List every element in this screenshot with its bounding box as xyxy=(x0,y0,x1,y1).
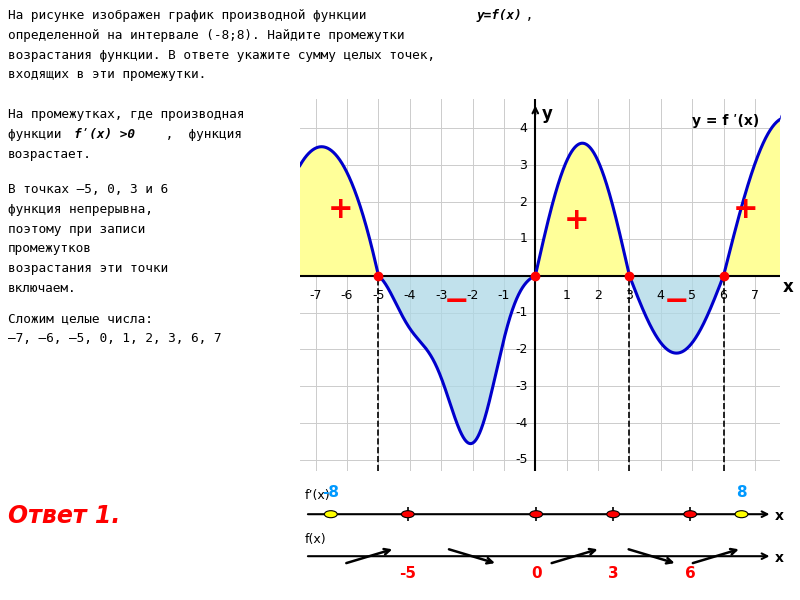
Text: -1: -1 xyxy=(515,306,527,319)
Text: -5: -5 xyxy=(515,454,527,466)
Text: На рисунке изображен график производной функции: На рисунке изображен график производной … xyxy=(8,9,382,22)
Text: ,: , xyxy=(518,9,534,22)
Text: -2: -2 xyxy=(466,289,478,302)
Text: -7: -7 xyxy=(310,289,322,302)
Text: -5: -5 xyxy=(372,289,385,302)
Text: -6: -6 xyxy=(341,289,354,302)
Text: 0: 0 xyxy=(531,566,542,581)
Text: fʹ(x) >0: fʹ(x) >0 xyxy=(74,128,135,141)
Text: включаем.: включаем. xyxy=(8,282,77,295)
Text: -4: -4 xyxy=(515,416,527,430)
Circle shape xyxy=(530,511,542,518)
Text: возрастает.: возрастает. xyxy=(8,148,92,161)
Circle shape xyxy=(606,511,619,518)
Text: x: x xyxy=(783,278,794,296)
Text: 5: 5 xyxy=(688,289,696,302)
Text: 2: 2 xyxy=(594,289,602,302)
Circle shape xyxy=(324,511,338,518)
Text: f’(x): f’(x) xyxy=(305,488,330,502)
Text: На промежутках, где производная: На промежутках, где производная xyxy=(8,108,244,121)
Text: 8: 8 xyxy=(736,485,747,500)
Text: +: + xyxy=(563,206,589,235)
Circle shape xyxy=(402,511,414,518)
Text: x: x xyxy=(775,509,784,523)
Text: входящих в эти промежутки.: входящих в эти промежутки. xyxy=(8,68,206,82)
Text: -3: -3 xyxy=(515,380,527,393)
Circle shape xyxy=(735,511,748,518)
Text: поэтому при записи: поэтому при записи xyxy=(8,223,146,236)
Text: 3: 3 xyxy=(519,159,527,172)
Text: -5: -5 xyxy=(399,566,416,581)
Text: -2: -2 xyxy=(515,343,527,356)
Text: функции: функции xyxy=(8,128,77,141)
Text: 2: 2 xyxy=(519,196,527,209)
Text: y: y xyxy=(542,104,553,122)
Text: -4: -4 xyxy=(404,289,416,302)
Text: функция непрерывна,: функция непрерывна, xyxy=(8,203,153,216)
Text: x: x xyxy=(775,551,784,565)
Text: 6: 6 xyxy=(719,289,727,302)
Text: 7: 7 xyxy=(751,289,759,302)
Text: 4: 4 xyxy=(657,289,665,302)
Text: В точках –5, 0, 3 и 6: В точках –5, 0, 3 и 6 xyxy=(8,183,168,196)
Text: -1: -1 xyxy=(498,289,510,302)
Text: –7, –6, –5, 0, 1, 2, 3, 6, 7: –7, –6, –5, 0, 1, 2, 3, 6, 7 xyxy=(8,332,222,345)
Text: 3: 3 xyxy=(608,566,618,581)
Text: +: + xyxy=(733,195,758,224)
Text: возрастания функции. В ответе укажите сумму целых точек,: возрастания функции. В ответе укажите су… xyxy=(8,49,435,62)
Text: y=f(x): y=f(x) xyxy=(477,9,522,22)
Text: -3: -3 xyxy=(435,289,447,302)
Circle shape xyxy=(684,511,697,518)
Text: −: − xyxy=(444,287,470,316)
Text: промежутков: промежутков xyxy=(8,242,92,256)
Text: y = f ʹ(x): y = f ʹ(x) xyxy=(692,114,759,128)
Text: Сложим целые числа:: Сложим целые числа: xyxy=(8,312,153,325)
Text: возрастания эти точки: возрастания эти точки xyxy=(8,262,168,275)
Text: Ответ 1.: Ответ 1. xyxy=(8,504,120,528)
Text: 1: 1 xyxy=(519,232,527,245)
Text: определенной на интервале (-8;8). Найдите промежутки: определенной на интервале (-8;8). Найдит… xyxy=(8,29,405,42)
Text: −: − xyxy=(664,287,690,316)
Text: 3: 3 xyxy=(626,289,634,302)
Text: 4: 4 xyxy=(519,122,527,135)
Text: f(x): f(x) xyxy=(305,533,326,547)
Text: -8: -8 xyxy=(322,485,339,500)
Text: 1: 1 xyxy=(562,289,570,302)
Text: 6: 6 xyxy=(685,566,695,581)
Text: +: + xyxy=(328,195,354,224)
Text: ,  функция: , функция xyxy=(158,128,242,141)
